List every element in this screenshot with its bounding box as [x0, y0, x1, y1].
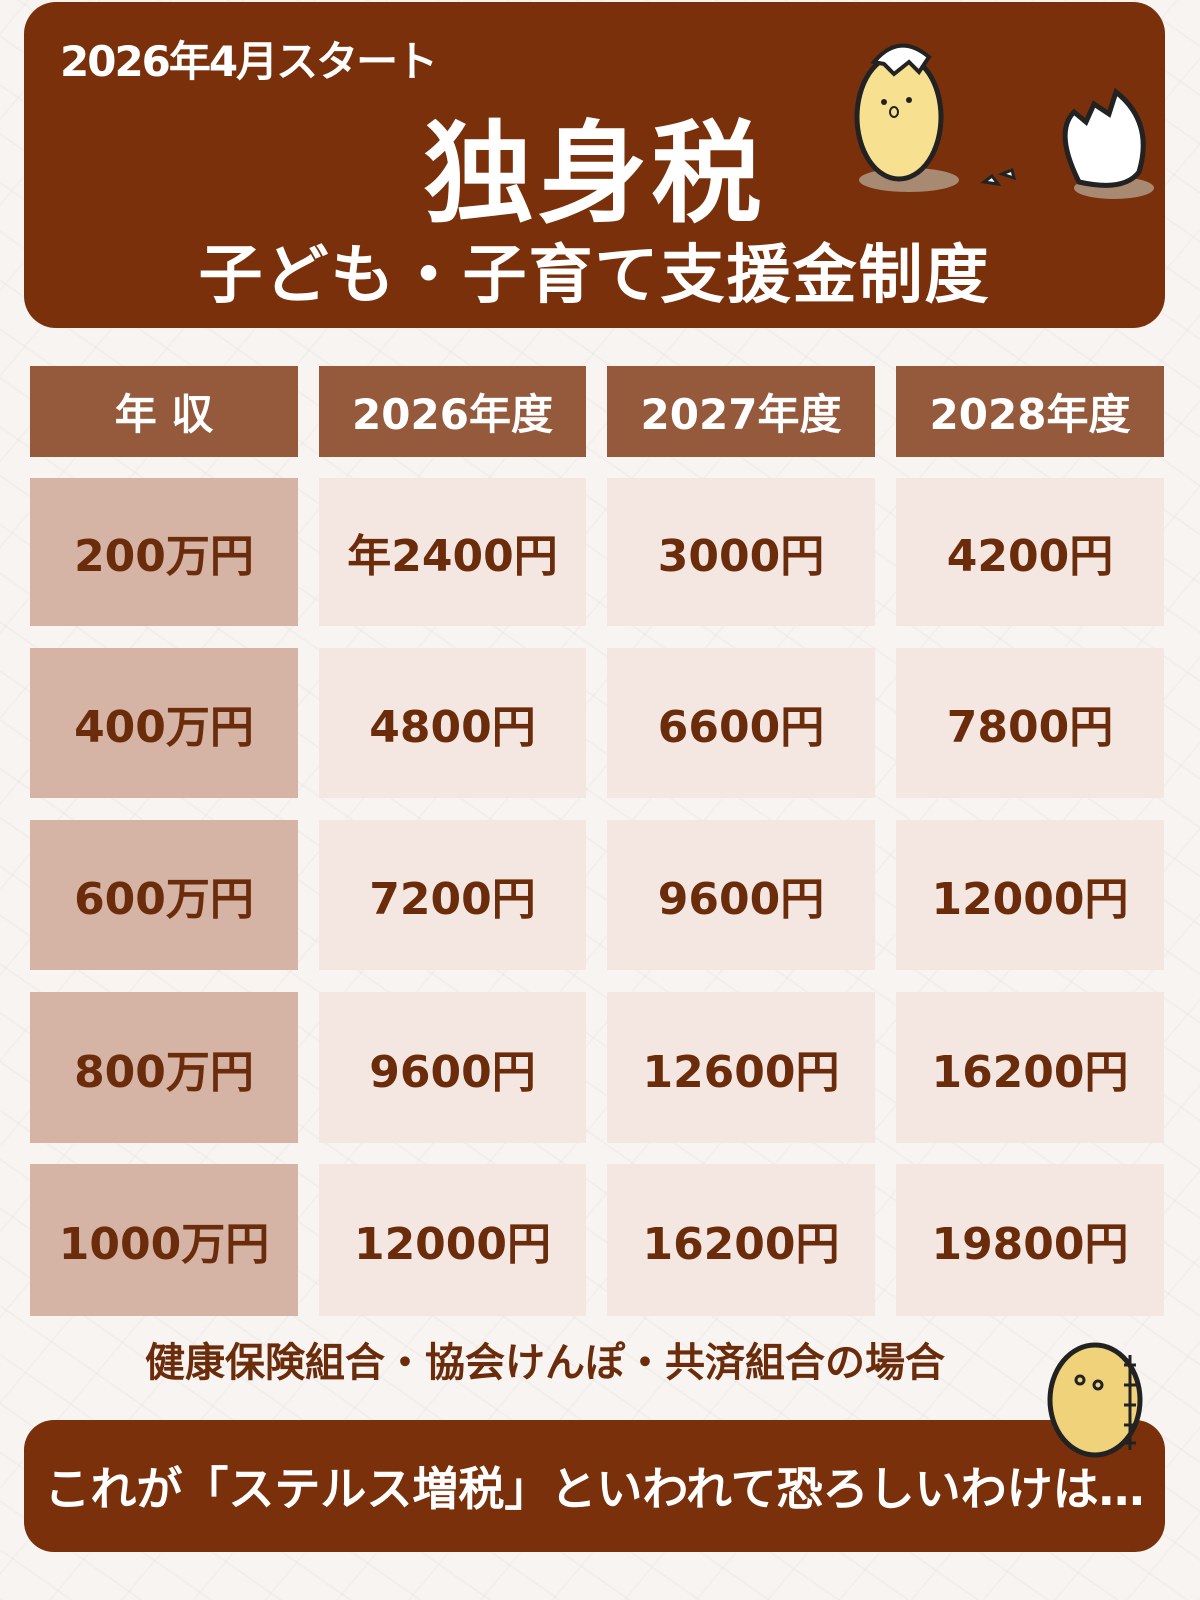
peeking-chick-illustration — [1047, 1342, 1143, 1458]
value-cell: 4800円 — [319, 648, 586, 798]
column-header-2026: 2026年度 — [319, 366, 586, 457]
footer-banner: これが「ステルス増税」といわれて恐ろしいわけは… — [24, 1420, 1165, 1552]
income-cell: 800万円 — [30, 992, 298, 1143]
title-banner: 2026年4月スタート 独身税 子ども・子育て支援金制度 — [24, 2, 1165, 328]
value-cell: 3000円 — [607, 478, 875, 626]
footer-text: これが「ステルス増税」といわれて恐ろしいわけは… — [44, 1462, 1145, 1516]
page-title: 独身税 — [423, 110, 766, 238]
income-cell: 400万円 — [30, 648, 298, 798]
value-cell: 9600円 — [607, 820, 875, 970]
income-cell: 1000万円 — [30, 1164, 298, 1316]
value-cell: 7200円 — [319, 820, 586, 970]
value-cell: 16200円 — [896, 992, 1164, 1143]
value-cell: 19800円 — [896, 1164, 1164, 1316]
value-cell: 12000円 — [319, 1164, 586, 1316]
column-header-2028: 2028年度 — [896, 366, 1164, 457]
value-cell: 7800円 — [896, 648, 1164, 798]
value-cell: 12600円 — [607, 992, 875, 1143]
value-cell: 9600円 — [319, 992, 586, 1143]
page-subtitle: 子ども・子育て支援金制度 — [198, 239, 991, 313]
column-header-income: 年 収 — [30, 366, 298, 457]
hatching-chick-illustration — [854, 43, 1154, 199]
value-cell: 12000円 — [896, 820, 1164, 970]
value-cell: 年2400円 — [319, 478, 586, 626]
column-header-2027: 2027年度 — [607, 366, 875, 457]
insurance-note: 健康保険組合・協会けんぽ・共済組合の場合 — [145, 1340, 945, 1386]
value-cell: 4200円 — [896, 478, 1164, 626]
value-cell: 6600円 — [607, 648, 875, 798]
value-cell: 16200円 — [607, 1164, 875, 1316]
start-date-label: 2026年4月スタート — [60, 37, 438, 86]
income-cell: 600万円 — [30, 820, 298, 970]
income-cell: 200万円 — [30, 478, 298, 626]
